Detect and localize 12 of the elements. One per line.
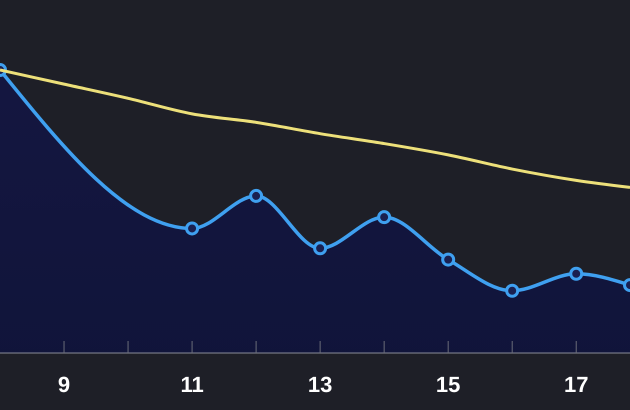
x-tick-label: 11 — [180, 372, 204, 397]
point — [377, 210, 392, 224]
point — [185, 221, 200, 236]
x-tick-label: 17 — [564, 372, 588, 397]
x-tick-label: 15 — [436, 372, 460, 397]
point — [441, 252, 456, 267]
x-tick-label: 9 — [58, 372, 70, 397]
point — [505, 284, 520, 298]
point — [249, 188, 264, 203]
x-tick-label: 13 — [308, 372, 332, 397]
point — [569, 266, 584, 281]
point — [313, 241, 328, 256]
